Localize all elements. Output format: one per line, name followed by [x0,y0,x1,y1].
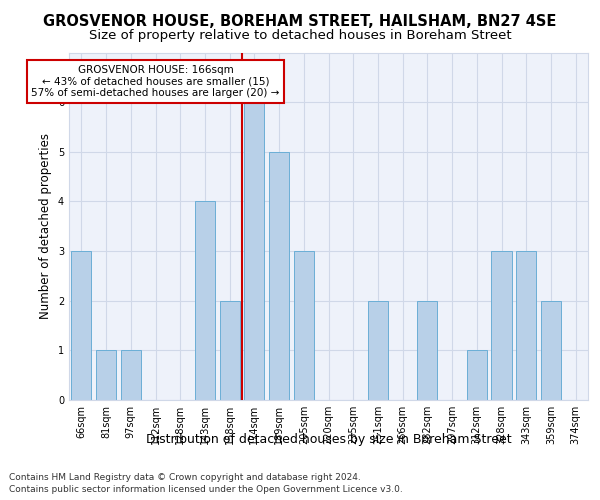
Text: Distribution of detached houses by size in Boreham Street: Distribution of detached houses by size … [146,432,512,446]
Text: GROSVENOR HOUSE: 166sqm
← 43% of detached houses are smaller (15)
57% of semi-de: GROSVENOR HOUSE: 166sqm ← 43% of detache… [31,65,280,98]
Bar [244,102,265,400]
Text: Contains public sector information licensed under the Open Government Licence v3: Contains public sector information licen… [9,485,403,494]
Bar [121,350,141,400]
Y-axis label: Number of detached properties: Number of detached properties [40,133,52,320]
Bar [491,251,512,400]
Bar [195,202,215,400]
Bar [96,350,116,400]
Text: Size of property relative to detached houses in Boreham Street: Size of property relative to detached ho… [89,29,511,42]
Bar [516,251,536,400]
Bar [541,300,561,400]
Bar [71,251,91,400]
Bar [467,350,487,400]
Bar [269,152,289,400]
Bar [293,251,314,400]
Bar [417,300,437,400]
Bar [220,300,240,400]
Text: GROSVENOR HOUSE, BOREHAM STREET, HAILSHAM, BN27 4SE: GROSVENOR HOUSE, BOREHAM STREET, HAILSHA… [43,14,557,29]
Text: Contains HM Land Registry data © Crown copyright and database right 2024.: Contains HM Land Registry data © Crown c… [9,472,361,482]
Bar [368,300,388,400]
